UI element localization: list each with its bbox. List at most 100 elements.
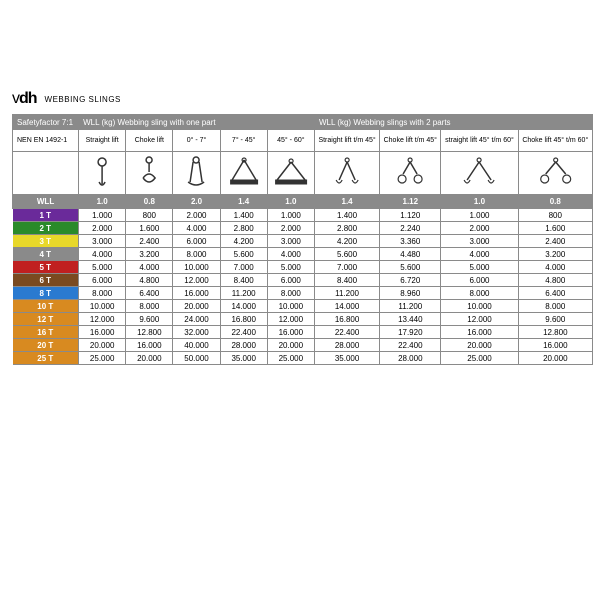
col7-label: Choke lift t/m 45° [380,130,441,152]
data-cell: 20.000 [267,339,314,352]
row-label: 3 T [13,235,79,248]
data-cell: 10.000 [173,261,220,274]
data-cell: 1.600 [126,222,173,235]
data-cell: 28.000 [380,352,441,365]
data-cell: 2.800 [314,222,379,235]
row-label: 20 T [13,339,79,352]
wll-label: WLL [13,195,79,209]
data-cell: 4.000 [126,261,173,274]
basket-0-7-icon [173,152,220,195]
data-cell: 11.200 [314,287,379,300]
data-cell: 35.000 [220,352,267,365]
data-cell: 1.400 [314,209,379,222]
row-label: 4 T [13,248,79,261]
table-row: 20 T20.00016.00040.00028.00020.00028.000… [13,339,593,352]
data-cell: 50.000 [173,352,220,365]
table-row: 10 T10.0008.00020.00014.00010.00014.0001… [13,300,593,313]
data-cell: 4.200 [314,235,379,248]
data-cell: 10.000 [267,300,314,313]
col4-label: 7° - 45° [220,130,267,152]
data-cell: 16.000 [441,326,518,339]
header-row-1: Safetyfactor 7:1 WLL (kg) Webbing sling … [13,115,593,130]
factor-1: 0.8 [126,195,173,209]
data-cell: 25.000 [267,352,314,365]
data-cell: 35.000 [314,352,379,365]
data-cell: 2.800 [220,222,267,235]
data-cell: 2.000 [267,222,314,235]
data-cell: 16.800 [314,313,379,326]
data-cell: 20.000 [126,352,173,365]
data-cell: 25.000 [441,352,518,365]
table-row: 16 T16.00012.80032.00022.40016.00022.400… [13,326,593,339]
row-label: 12 T [13,313,79,326]
data-cell: 20.000 [518,352,592,365]
table-row: 8 T8.0006.40016.00011.2008.00011.2008.96… [13,287,593,300]
data-cell: 17.920 [380,326,441,339]
col5-label: 45° - 60° [267,130,314,152]
twoleg-straight-60-icon [441,152,518,195]
data-cell: 2.000 [79,222,126,235]
basket-45-60-icon [267,152,314,195]
row-label: 8 T [13,287,79,300]
data-cell: 6.000 [173,235,220,248]
page-header: vdh WEBBING SLINGS [12,90,593,108]
table-row: 1 T1.0008002.0001.4001.0001.4001.1201.00… [13,209,593,222]
data-cell: 16.000 [267,326,314,339]
col3-label: 0° - 7° [173,130,220,152]
table-row: 2 T2.0001.6004.0002.8002.0002.8002.2402.… [13,222,593,235]
factor-3: 1.4 [220,195,267,209]
data-cell: 4.000 [173,222,220,235]
table-row: 25 T25.00020.00050.00035.00025.00035.000… [13,352,593,365]
factor-row: WLL 1.0 0.8 2.0 1.4 1.0 1.4 1.12 1.0 0.8 [13,195,593,209]
data-cell: 8.400 [220,274,267,287]
data-cell: 13.440 [380,313,441,326]
data-cell: 8.000 [267,287,314,300]
factor-6: 1.12 [380,195,441,209]
data-cell: 16.000 [518,339,592,352]
factor-0: 1.0 [79,195,126,209]
data-cell: 6.000 [441,274,518,287]
logo: vdh [12,90,37,108]
data-cell: 11.200 [380,300,441,313]
data-cell: 4.800 [518,274,592,287]
data-cell: 4.800 [126,274,173,287]
logo-v: v [12,90,19,107]
icon-blank [13,152,79,195]
row-label: 1 T [13,209,79,222]
data-cell: 3.200 [126,248,173,261]
data-cell: 8.000 [441,287,518,300]
table-row: 12 T12.0009.60024.00016.80012.00016.8001… [13,313,593,326]
page-title: WEBBING SLINGS [45,95,121,104]
row-label: 16 T [13,326,79,339]
sling-table: Safetyfactor 7:1 WLL (kg) Webbing sling … [12,114,593,365]
data-cell: 25.000 [79,352,126,365]
data-cell: 16.000 [126,339,173,352]
data-cell: 8.000 [518,300,592,313]
data-cell: 1.000 [79,209,126,222]
factor-4: 1.0 [267,195,314,209]
data-cell: 6.000 [267,274,314,287]
data-cell: 800 [518,209,592,222]
data-cell: 12.000 [441,313,518,326]
data-cell: 16.800 [220,313,267,326]
data-cell: 4.000 [518,261,592,274]
data-cell: 9.600 [126,313,173,326]
data-cell: 4.200 [220,235,267,248]
table-row: 6 T6.0004.80012.0008.4006.0008.4006.7206… [13,274,593,287]
data-cell: 5.000 [441,261,518,274]
col8-label: straight lift 45° t/m 60° [441,130,518,152]
data-cell: 5.000 [79,261,126,274]
straight-lift-icon [79,152,126,195]
col6-label: Straight lift t/m 45° [314,130,379,152]
data-cell: 8.400 [314,274,379,287]
data-cell: 14.000 [314,300,379,313]
data-cell: 12.800 [126,326,173,339]
twoleg-straight-45-icon [314,152,379,195]
data-cell: 12.000 [267,313,314,326]
data-cell: 3.000 [79,235,126,248]
data-cell: 3.360 [380,235,441,248]
data-cell: 4.000 [79,248,126,261]
data-cell: 22.400 [220,326,267,339]
data-cell: 20.000 [79,339,126,352]
data-cell: 800 [126,209,173,222]
